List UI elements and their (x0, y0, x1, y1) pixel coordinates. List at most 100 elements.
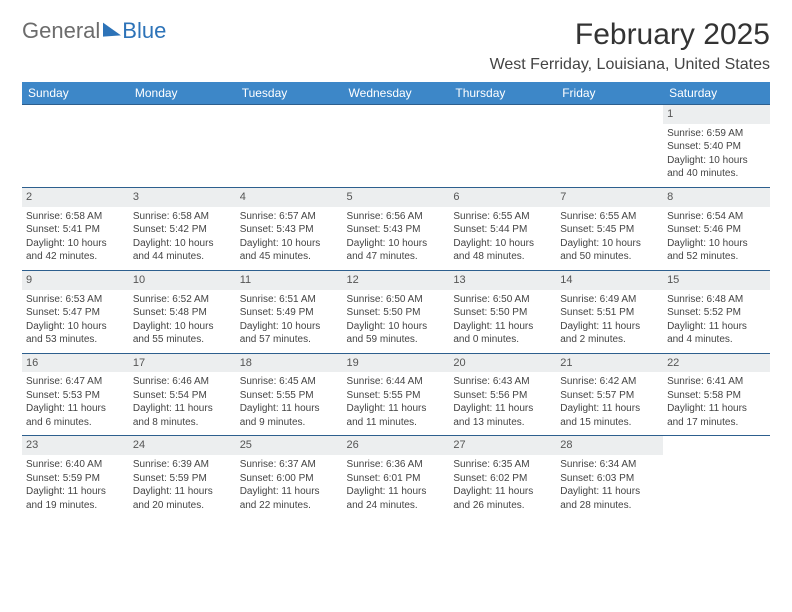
day-sunrise: Sunrise: 6:45 AM (240, 375, 339, 389)
day-sunrise: Sunrise: 6:52 AM (133, 293, 232, 307)
calendar-day-cell: 28Sunrise: 6:34 AMSunset: 6:03 PMDayligh… (556, 436, 663, 518)
calendar-day-cell: 7Sunrise: 6:55 AMSunset: 5:45 PMDaylight… (556, 187, 663, 270)
calendar-day-cell: 15Sunrise: 6:48 AMSunset: 5:52 PMDayligh… (663, 270, 770, 353)
day-sunset: Sunset: 6:00 PM (240, 472, 339, 486)
logo: General Blue (22, 18, 166, 44)
day-daylight: Daylight: 10 hours and 44 minutes. (133, 237, 232, 264)
day-daylight: Daylight: 11 hours and 19 minutes. (26, 485, 125, 512)
day-sunset: Sunset: 5:40 PM (667, 140, 766, 154)
day-number: 2 (22, 188, 129, 207)
day-sunrise: Sunrise: 6:39 AM (133, 458, 232, 472)
calendar-day-cell: 17Sunrise: 6:46 AMSunset: 5:54 PMDayligh… (129, 353, 236, 436)
day-number: 26 (343, 436, 450, 455)
day-sunset: Sunset: 5:59 PM (26, 472, 125, 486)
day-number: 24 (129, 436, 236, 455)
day-sunset: Sunset: 5:46 PM (667, 223, 766, 237)
day-number: 21 (556, 354, 663, 373)
calendar-empty-cell (236, 105, 343, 188)
day-sunrise: Sunrise: 6:54 AM (667, 210, 766, 224)
day-sunset: Sunset: 5:41 PM (26, 223, 125, 237)
day-number: 15 (663, 271, 770, 290)
weekday-header: Saturday (663, 82, 770, 105)
day-sunrise: Sunrise: 6:42 AM (560, 375, 659, 389)
calendar-day-cell: 1Sunrise: 6:59 AMSunset: 5:40 PMDaylight… (663, 105, 770, 188)
weekday-header: Thursday (449, 82, 556, 105)
calendar-week-row: 9Sunrise: 6:53 AMSunset: 5:47 PMDaylight… (22, 270, 770, 353)
day-sunset: Sunset: 5:49 PM (240, 306, 339, 320)
day-sunrise: Sunrise: 6:51 AM (240, 293, 339, 307)
calendar-day-cell: 2 Sunrise: 6:58 AMSunset: 5:41 PMDaylight… (22, 187, 129, 270)
day-daylight: Daylight: 11 hours and 2 minutes. (560, 320, 659, 347)
day-sunset: Sunset: 6:01 PM (347, 472, 446, 486)
day-sunset: Sunset: 5:50 PM (453, 306, 552, 320)
calendar-day-cell: 12 Sunrise: 6:50 AMSunset: 5:50 PMDayligh… (343, 270, 450, 353)
day-sunrise: Sunrise: 6:47 AM (26, 375, 125, 389)
day-daylight: Daylight: 10 hours and 45 minutes. (240, 237, 339, 264)
calendar-day-cell: 6Sunrise: 6:55 AMSunset: 5:44 PMDaylight… (449, 187, 556, 270)
day-number: 1 (663, 105, 770, 124)
calendar-day-cell: 26 Sunrise: 6:36 AMSunset: 6:01 PMDayligh… (343, 436, 450, 518)
day-sunset: Sunset: 5:50 PM (347, 306, 446, 320)
day-sunrise: Sunrise: 6:59 AM (667, 127, 766, 141)
calendar-day-cell: 23Sunrise: 6:40 AMSunset: 5:59 PMDayligh… (22, 436, 129, 518)
calendar-empty-cell (129, 105, 236, 188)
weekday-header: Sunday (22, 82, 129, 105)
day-daylight: Daylight: 11 hours and 9 minutes. (240, 402, 339, 429)
day-number: 8 (663, 188, 770, 207)
day-daylight: Daylight: 10 hours and 52 minutes. (667, 237, 766, 264)
day-sunset: Sunset: 6:03 PM (560, 472, 659, 486)
day-daylight: Daylight: 11 hours and 24 minutes. (347, 485, 446, 512)
day-sunrise: Sunrise: 6:56 AM (347, 210, 446, 224)
calendar-table: SundayMondayTuesdayWednesdayThursdayFrid… (22, 82, 770, 518)
day-sunrise: Sunrise: 6:50 AM (453, 293, 552, 307)
day-sunrise: Sunrise: 6:50 AM (347, 293, 446, 307)
day-number: 12 (343, 271, 450, 290)
location-text: West Ferriday, Louisiana, United States (490, 56, 770, 74)
day-sunset: Sunset: 5:55 PM (347, 389, 446, 403)
day-sunrise: Sunrise: 6:57 AM (240, 210, 339, 224)
calendar-empty-cell (449, 105, 556, 188)
day-number: 18 (236, 354, 343, 373)
day-daylight: Daylight: 10 hours and 59 minutes. (347, 320, 446, 347)
calendar-week-row: 16Sunrise: 6:47 AMSunset: 5:53 PMDayligh… (22, 353, 770, 436)
day-number: 28 (556, 436, 663, 455)
day-number: 5 (343, 188, 450, 207)
day-daylight: Daylight: 11 hours and 8 minutes. (133, 402, 232, 429)
day-daylight: Daylight: 11 hours and 13 minutes. (453, 402, 552, 429)
logo-text-general: General (22, 18, 100, 44)
day-sunset: Sunset: 5:52 PM (667, 306, 766, 320)
calendar-header-row: SundayMondayTuesdayWednesdayThursdayFrid… (22, 82, 770, 105)
day-number: 14 (556, 271, 663, 290)
day-sunset: Sunset: 5:47 PM (26, 306, 125, 320)
day-sunrise: Sunrise: 6:55 AM (453, 210, 552, 224)
weekday-header: Tuesday (236, 82, 343, 105)
day-daylight: Daylight: 10 hours and 55 minutes. (133, 320, 232, 347)
day-sunset: Sunset: 5:58 PM (667, 389, 766, 403)
title-block: February 2025 West Ferriday, Louisiana, … (490, 18, 770, 74)
calendar-day-cell: 10Sunrise: 6:52 AMSunset: 5:48 PMDayligh… (129, 270, 236, 353)
day-sunset: Sunset: 5:48 PM (133, 306, 232, 320)
calendar-day-cell: 8 Sunrise: 6:54 AMSunset: 5:46 PMDaylight… (663, 187, 770, 270)
day-number: 4 (236, 188, 343, 207)
calendar-empty-cell (663, 436, 770, 518)
calendar-day-cell: 27Sunrise: 6:35 AMSunset: 6:02 PMDayligh… (449, 436, 556, 518)
calendar-day-cell: 19Sunrise: 6:44 AMSunset: 5:55 PMDayligh… (343, 353, 450, 436)
day-sunset: Sunset: 5:57 PM (560, 389, 659, 403)
day-sunrise: Sunrise: 6:58 AM (26, 210, 125, 224)
day-daylight: Daylight: 11 hours and 4 minutes. (667, 320, 766, 347)
calendar-day-cell: 20Sunrise: 6:43 AMSunset: 5:56 PMDayligh… (449, 353, 556, 436)
day-number: 3 (129, 188, 236, 207)
calendar-day-cell: 9Sunrise: 6:53 AMSunset: 5:47 PMDaylight… (22, 270, 129, 353)
day-sunset: Sunset: 5:55 PM (240, 389, 339, 403)
calendar-day-cell: 18 Sunrise: 6:45 AMSunset: 5:55 PMDayligh… (236, 353, 343, 436)
day-sunrise: Sunrise: 6:36 AM (347, 458, 446, 472)
weekday-header: Wednesday (343, 82, 450, 105)
day-sunrise: Sunrise: 6:44 AM (347, 375, 446, 389)
calendar-week-row: 2Sunrise: 6:58 AMSunset: 5:41 PMDaylight… (22, 187, 770, 270)
day-daylight: Daylight: 10 hours and 42 minutes. (26, 237, 125, 264)
month-title: February 2025 (490, 18, 770, 52)
day-sunset: Sunset: 5:56 PM (453, 389, 552, 403)
day-daylight: Daylight: 11 hours and 22 minutes. (240, 485, 339, 512)
day-number: 19 (343, 354, 450, 373)
day-number: 6 (449, 188, 556, 207)
